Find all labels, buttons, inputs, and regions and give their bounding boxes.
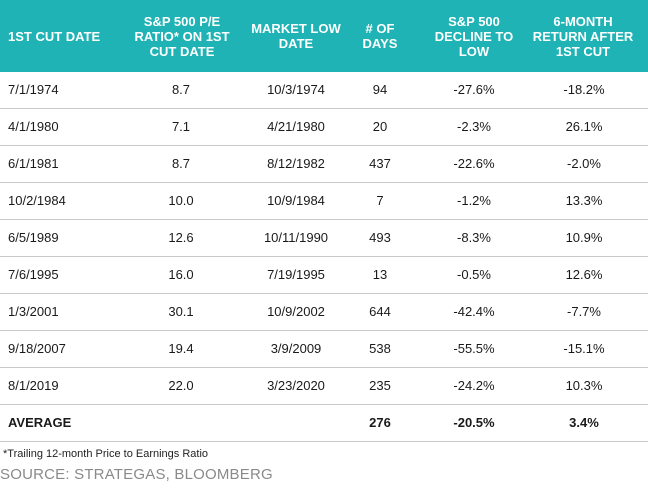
header-line: DATE (278, 36, 314, 51)
table-row: 8/1/2019 22.0 3/23/2020 235 -24.2% 10.3% (0, 368, 648, 405)
table-cell: 538 (369, 341, 391, 356)
header-line: 6-MONTH (553, 13, 613, 29)
table-row: 7/1/1974 8.7 10/3/1974 94 -27.6% -18.2% (0, 72, 648, 109)
table-cell: 12.6% (565, 267, 603, 282)
table-cell: 235 (369, 378, 391, 393)
footnote: *Trailing 12-month Price to Earnings Rat… (3, 448, 209, 460)
table-cell: 4/1/1980 (8, 119, 59, 134)
table-cell: 20 (372, 119, 388, 134)
header-line: S&P 500 (448, 13, 500, 29)
table-row: 4/1/1980 7.1 4/21/1980 20 -2.3% 26.1% (0, 109, 648, 146)
table-cell: 10.0 (168, 193, 194, 208)
table-cell: -15.1% (563, 341, 605, 356)
table-cell: 1/3/2001 (8, 304, 59, 319)
table-cell: -1.2% (457, 193, 491, 208)
header-line: RETURN AFTER (532, 28, 634, 44)
table-cell: 7/19/1995 (267, 267, 325, 282)
header-line: S&P 500 P/E (143, 13, 221, 29)
table-cell: -20.5% (453, 415, 495, 430)
header-market-low-date: MARKET LOW DATE (240, 0, 352, 72)
table-row: 1/3/2001 30.1 10/9/2002 644 -42.4% -7.7% (0, 294, 648, 331)
table-cell: 9/18/2007 (8, 341, 66, 356)
source-line: SOURCE: STRATEGAS, BLOOMBERG (0, 466, 273, 483)
header-pe-ratio: S&P 500 P/E RATIO* ON 1ST CUT DATE (118, 0, 246, 72)
table-cell: 276 (369, 415, 391, 430)
table-cell: 10/9/2002 (267, 304, 325, 319)
table-cell: 7/1/1974 (8, 82, 59, 97)
table-cell: AVERAGE (8, 415, 72, 430)
table-cell: 8.7 (171, 156, 191, 171)
table-cell: 13 (372, 267, 388, 282)
table-cell (240, 405, 352, 441)
table-cell: 16.0 (168, 267, 194, 282)
table-cell: 7.1 (171, 119, 191, 134)
table-cell: -27.6% (453, 82, 495, 97)
table-cell: 437 (369, 156, 391, 171)
table-cell: 94 (372, 82, 388, 97)
table-cell: 8/12/1982 (267, 156, 325, 171)
table-cell: 3.4% (569, 415, 599, 430)
table-cell: 6/5/1989 (8, 230, 59, 245)
table-cell: 10.3% (565, 378, 603, 393)
header-first-cut-date: 1ST CUT DATE (8, 0, 138, 72)
table-cell: 12.6 (168, 230, 194, 245)
table-cell: -24.2% (453, 378, 495, 393)
header-line: # OF (365, 21, 395, 36)
table-cell: 3/23/2020 (267, 378, 325, 393)
header-six-month-return: 6-MONTH RETURN AFTER 1ST CUT (522, 0, 644, 72)
table-cell: 4/21/1980 (267, 119, 325, 134)
header-line: 1ST CUT DATE (8, 28, 101, 44)
header-line: MARKET LOW (251, 21, 341, 36)
table-row: 6/5/1989 12.6 10/11/1990 493 -8.3% 10.9% (0, 220, 648, 257)
table-cell: 13.3% (565, 193, 603, 208)
table-cell: 19.4 (168, 341, 194, 356)
table-cell: 10.9% (565, 230, 603, 245)
average-row: AVERAGE 276 -20.5% 3.4% (0, 405, 648, 442)
table-cell: 7 (376, 193, 384, 208)
table-cell: -2.3% (457, 119, 491, 134)
table-row: 9/18/2007 19.4 3/9/2009 538 -55.5% -15.1% (0, 331, 648, 368)
table-cell: 10/9/1984 (267, 193, 325, 208)
header-days: # OF DAYS (350, 0, 410, 72)
table-cell: 10/3/1974 (267, 82, 325, 97)
table-cell: 493 (369, 230, 391, 245)
header-line: RATIO* ON 1ST (134, 28, 230, 44)
table-cell: -55.5% (453, 341, 495, 356)
header-decline-to-low: S&P 500 DECLINE TO LOW (408, 0, 540, 72)
table-cell: -42.4% (453, 304, 495, 319)
header-line: DECLINE TO (434, 28, 514, 44)
table-cell: 22.0 (168, 378, 194, 393)
table-cell: 6/1/1981 (8, 156, 59, 171)
table-cell: -2.0% (567, 156, 601, 171)
table-cell: 8.7 (171, 82, 191, 97)
table-cell: 26.1% (565, 119, 603, 134)
table-cell: -7.7% (567, 304, 601, 319)
header-line: DAYS (362, 36, 398, 51)
table-cell: 644 (369, 304, 391, 319)
table-cell: -18.2% (563, 82, 605, 97)
table-row: 7/6/1995 16.0 7/19/1995 13 -0.5% 12.6% (0, 257, 648, 294)
header-line: 1ST CUT (555, 43, 611, 59)
table-header: 1ST CUT DATE S&P 500 P/E RATIO* ON 1ST C… (0, 0, 648, 72)
header-line: LOW (458, 43, 490, 59)
header-line: CUT DATE (149, 43, 215, 59)
table-cell: 7/6/1995 (8, 267, 59, 282)
table-row: 10/2/1984 10.0 10/9/1984 7 -1.2% 13.3% (0, 183, 648, 220)
table-cell (130, 405, 232, 441)
table-cell: 8/1/2019 (8, 378, 59, 393)
table-cell: 10/11/1990 (263, 230, 329, 245)
table-cell: -22.6% (453, 156, 495, 171)
table-cell: 3/9/2009 (270, 341, 322, 356)
table-cell: -0.5% (457, 267, 491, 282)
table-cell: -8.3% (457, 230, 491, 245)
table-cell: 10/2/1984 (8, 193, 66, 208)
table-cell: 30.1 (168, 304, 194, 319)
table-row: 6/1/1981 8.7 8/12/1982 437 -22.6% -2.0% (0, 146, 648, 183)
